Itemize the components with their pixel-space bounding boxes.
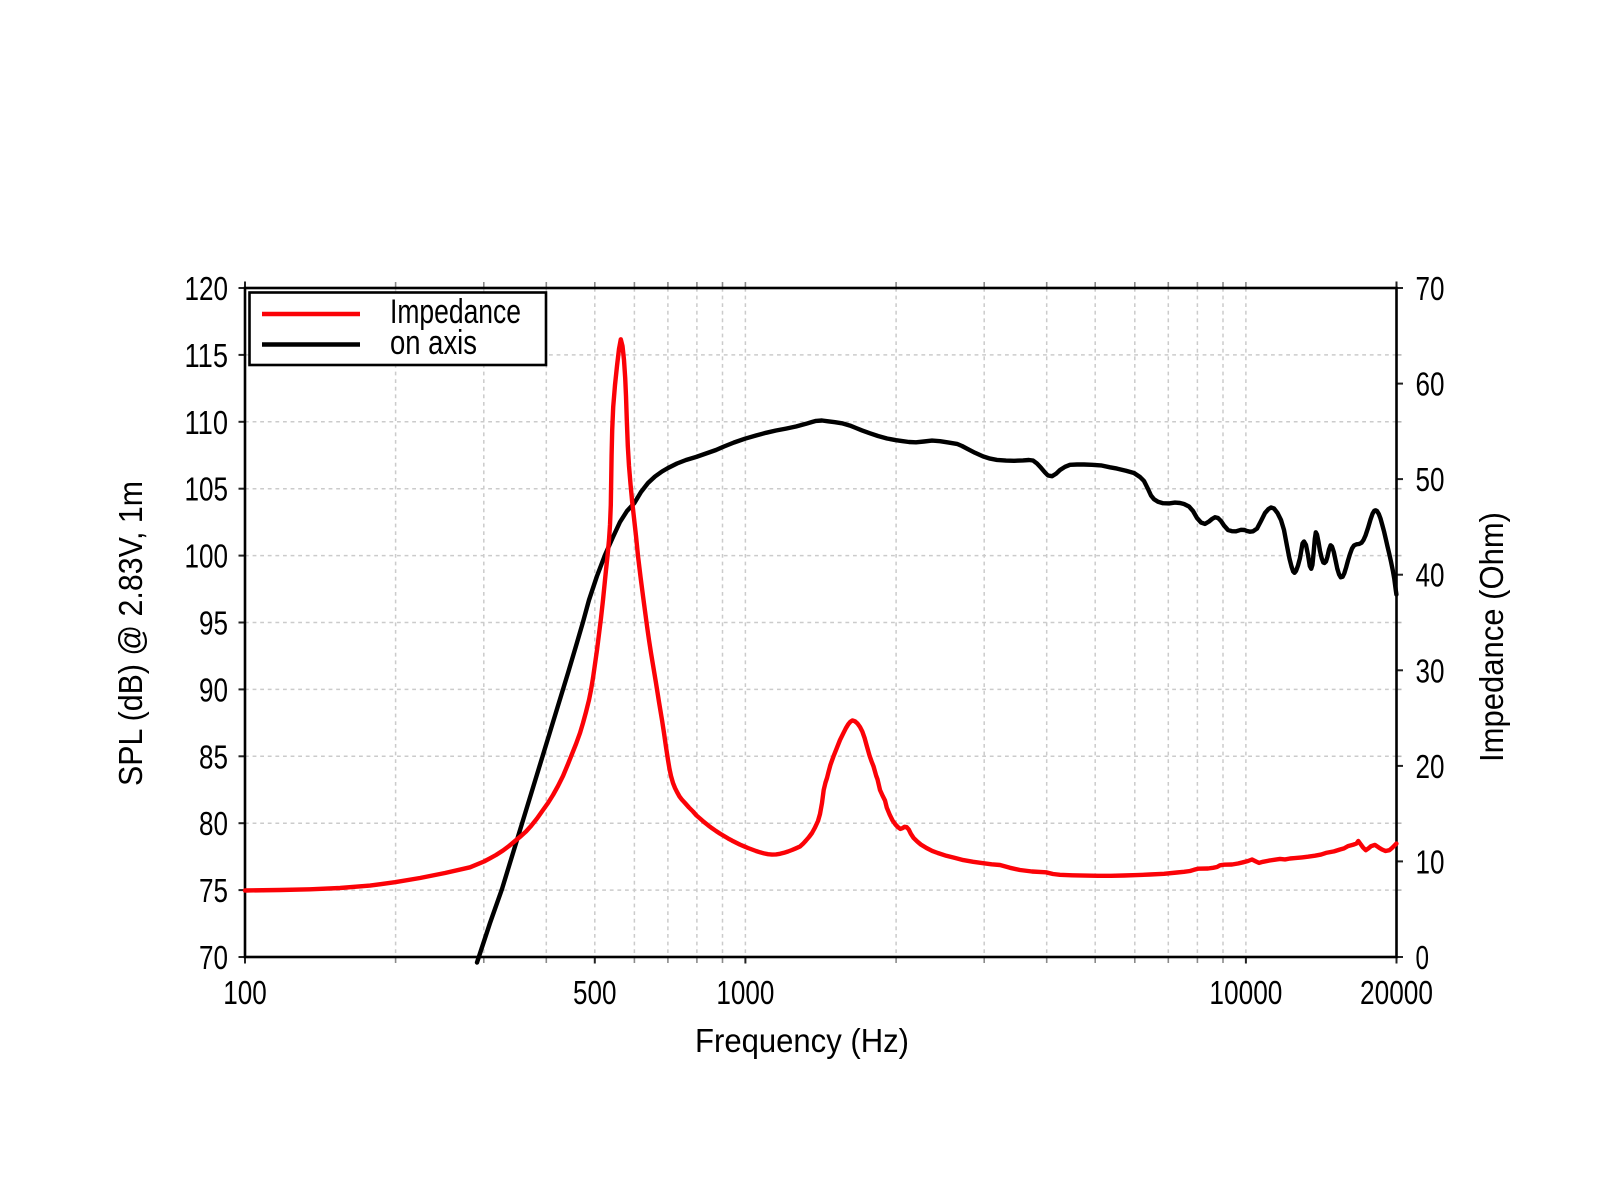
svg-text:1000: 1000 (716, 974, 774, 1011)
svg-text:95: 95 (199, 605, 228, 642)
svg-text:0: 0 (1416, 939, 1430, 976)
svg-text:100: 100 (223, 974, 267, 1011)
svg-text:20: 20 (1416, 748, 1445, 785)
svg-text:90: 90 (199, 671, 228, 708)
svg-text:Frequency (Hz): Frequency (Hz) (695, 1022, 909, 1059)
svg-text:Impedance: Impedance (390, 293, 521, 331)
svg-text:110: 110 (185, 404, 229, 441)
svg-text:20000: 20000 (1360, 974, 1433, 1011)
svg-text:85: 85 (199, 738, 228, 775)
svg-text:SPL (dB) @ 2.83V, 1m: SPL (dB) @ 2.83V, 1m (112, 481, 149, 786)
svg-text:10: 10 (1416, 843, 1445, 880)
svg-text:40: 40 (1416, 557, 1445, 594)
svg-text:120: 120 (185, 270, 229, 307)
svg-text:10000: 10000 (1209, 974, 1282, 1011)
svg-text:75: 75 (199, 872, 228, 909)
svg-text:70: 70 (199, 939, 228, 976)
svg-text:115: 115 (185, 337, 229, 374)
svg-text:50: 50 (1416, 461, 1445, 498)
svg-text:500: 500 (573, 974, 617, 1011)
svg-text:105: 105 (185, 471, 229, 508)
svg-text:100: 100 (185, 538, 229, 575)
svg-text:Impedance (Ohm): Impedance (Ohm) (1473, 512, 1510, 762)
svg-text:70: 70 (1416, 270, 1445, 307)
svg-text:60: 60 (1416, 366, 1445, 403)
svg-text:30: 30 (1416, 652, 1445, 689)
svg-text:on axis: on axis (390, 324, 477, 362)
svg-text:80: 80 (199, 805, 228, 842)
